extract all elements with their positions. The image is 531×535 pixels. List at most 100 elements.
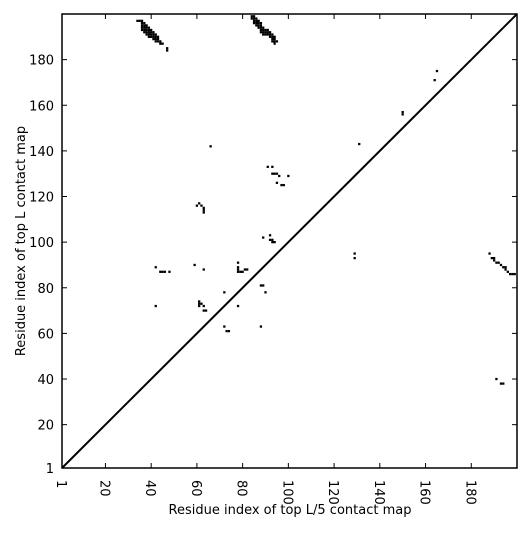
contact <box>488 252 491 255</box>
contact <box>209 145 212 148</box>
contact <box>271 165 274 168</box>
x-tick-label: 60 <box>188 480 203 497</box>
contact <box>492 256 496 260</box>
contact <box>257 24 260 27</box>
contact <box>353 256 356 260</box>
contact <box>492 259 496 262</box>
contact <box>262 28 265 32</box>
contact <box>147 35 151 38</box>
contact <box>401 110 404 114</box>
contact <box>275 40 279 43</box>
contact <box>152 35 155 38</box>
contact <box>140 21 144 25</box>
contact <box>271 35 274 38</box>
contact <box>163 270 167 273</box>
contact <box>264 31 267 34</box>
contact <box>202 309 205 312</box>
contact <box>143 31 146 34</box>
contact <box>271 33 274 36</box>
contact <box>280 183 283 187</box>
contact <box>198 302 201 305</box>
contact <box>259 24 263 27</box>
contact <box>168 270 171 273</box>
contact <box>435 69 439 73</box>
contact <box>499 263 503 267</box>
contact <box>140 19 144 22</box>
contact <box>136 19 139 22</box>
contact <box>255 24 258 27</box>
contact <box>152 37 155 41</box>
contact <box>275 172 279 175</box>
contact <box>159 42 162 45</box>
contact <box>154 33 157 36</box>
contact <box>200 204 203 207</box>
contact <box>143 21 146 25</box>
x-tick-label: 180 <box>462 480 477 505</box>
contact <box>154 37 157 41</box>
contact <box>223 325 226 328</box>
contact <box>506 270 509 273</box>
contact <box>152 33 155 36</box>
contact <box>140 24 144 27</box>
y-tick-label: 120 <box>29 191 54 206</box>
contact <box>257 21 260 25</box>
contact <box>262 236 265 239</box>
contact <box>250 15 253 18</box>
contact <box>268 35 272 38</box>
y-tick-label: 160 <box>29 99 54 114</box>
contact <box>202 206 205 210</box>
contact <box>152 31 155 34</box>
contact <box>202 268 205 271</box>
contact <box>236 270 240 273</box>
contact <box>252 17 256 20</box>
contact <box>266 33 269 36</box>
contact <box>273 35 276 38</box>
contact <box>154 266 157 269</box>
contact <box>508 272 512 276</box>
contact <box>495 261 498 264</box>
x-tick-label: 80 <box>234 480 249 497</box>
contact <box>259 31 263 34</box>
contact <box>145 24 148 27</box>
contact <box>150 35 153 38</box>
contact <box>266 31 269 34</box>
contact <box>195 204 199 207</box>
x-tick-label: 40 <box>142 480 157 497</box>
contact <box>227 329 231 333</box>
y-axis-label: Residue index of top L contact map <box>14 126 29 356</box>
contact <box>140 26 144 29</box>
contact <box>236 266 240 269</box>
contact <box>266 28 269 32</box>
contact <box>266 165 269 168</box>
contact <box>255 19 258 22</box>
x-tick-label: 160 <box>417 480 432 505</box>
contact <box>262 31 265 34</box>
contact <box>271 238 274 241</box>
y-tick-label: 140 <box>29 145 54 160</box>
contact <box>156 37 160 41</box>
contact <box>271 37 274 41</box>
contact <box>268 234 272 237</box>
contact <box>150 28 153 32</box>
contact <box>262 26 265 29</box>
contact <box>259 26 263 29</box>
contact <box>166 47 169 50</box>
contact <box>264 33 267 36</box>
contact <box>252 15 256 18</box>
contact <box>161 270 164 273</box>
contact <box>236 304 240 308</box>
x-tick-label: 100 <box>279 480 294 505</box>
contact <box>145 28 148 32</box>
contact <box>202 304 205 308</box>
contact <box>255 17 258 20</box>
contact <box>513 272 516 276</box>
contact <box>145 31 148 34</box>
contact <box>495 377 498 381</box>
contact <box>239 270 242 273</box>
y-tick-label: 40 <box>37 373 54 388</box>
diagonal-line <box>61 13 518 469</box>
contact <box>255 21 258 25</box>
contact <box>143 26 146 29</box>
y-tick-label: 180 <box>29 54 54 69</box>
